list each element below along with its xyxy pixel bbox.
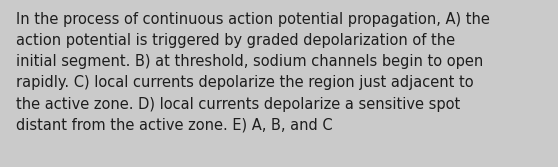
Text: In the process of continuous action potential propagation, A) the
action potenti: In the process of continuous action pote… [16, 12, 489, 133]
